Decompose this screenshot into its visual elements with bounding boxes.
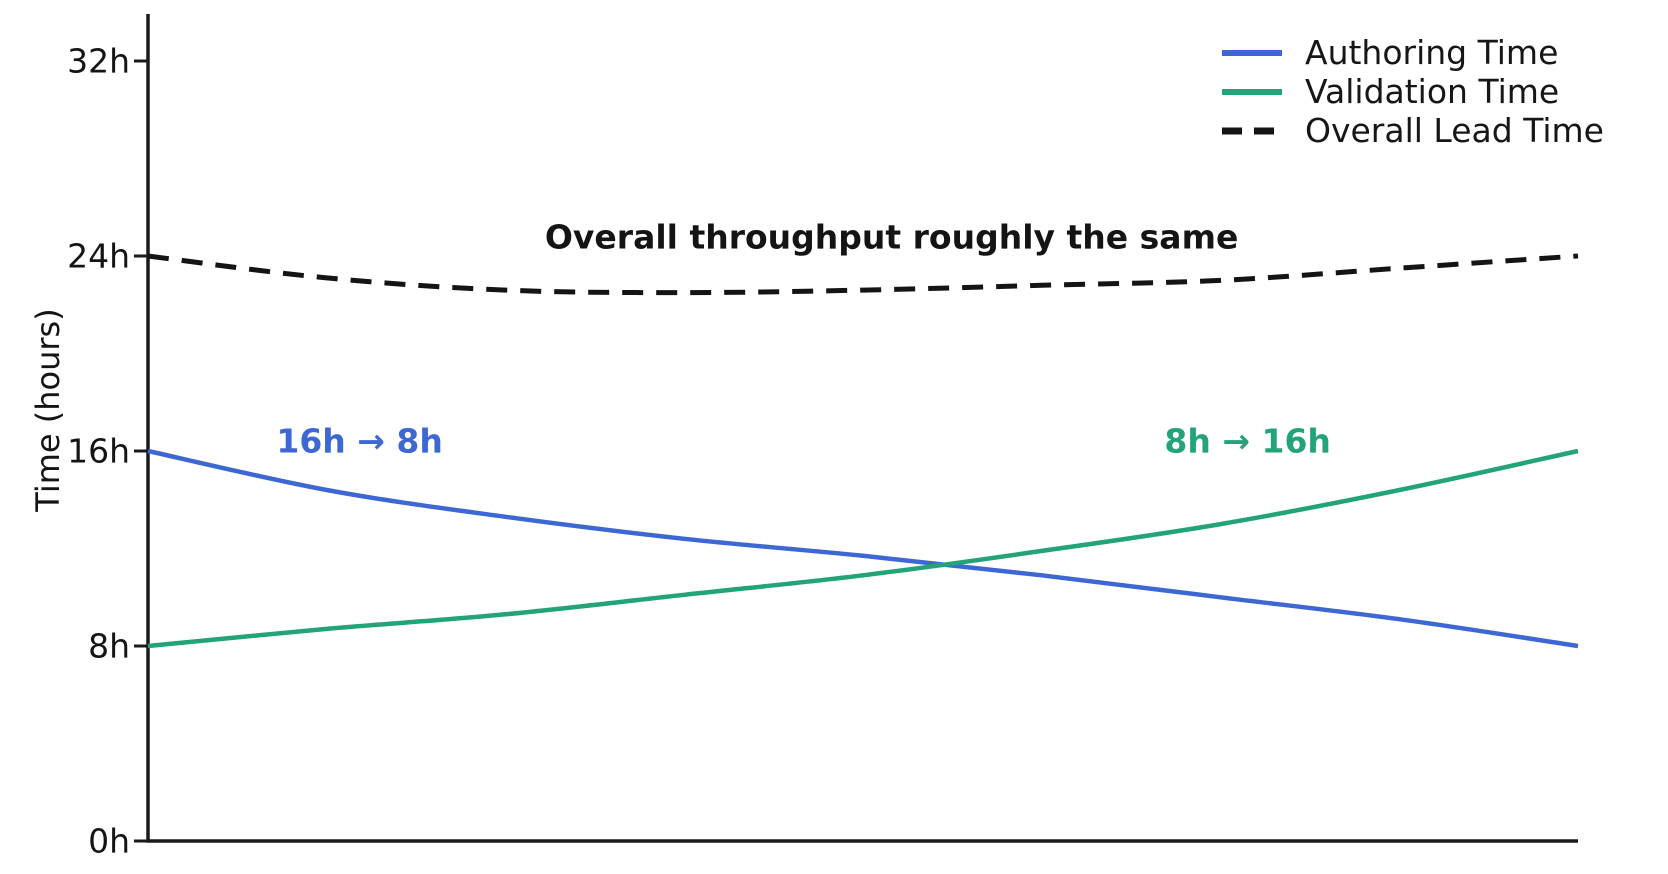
y-tick-label-0h: 0h xyxy=(88,821,130,861)
legend-label-authoring-time: Authoring Time xyxy=(1305,33,1559,72)
validation-time-line xyxy=(147,448,1579,649)
y-tick-label-8h: 8h xyxy=(88,626,130,666)
authoring-annotation: 16h → 8h xyxy=(276,421,443,461)
y-tick-label-32h: 32h xyxy=(67,41,130,81)
authoring-time-line xyxy=(147,448,1579,649)
legend-label-validation-time: Validation Time xyxy=(1305,72,1560,111)
overall-lead-time-line xyxy=(147,253,1579,296)
legend: Authoring Time Validation Time Overall L… xyxy=(1222,33,1604,150)
legend-item-authoring-time: Authoring Time xyxy=(1222,33,1604,72)
y-tick-label-24h: 24h xyxy=(67,236,130,276)
legend-item-validation-time: Validation Time xyxy=(1222,72,1604,111)
throughput-annotation: Overall throughput roughly the same xyxy=(544,217,1239,256)
legend-item-overall-lead-time: Overall Lead Time xyxy=(1222,111,1604,150)
legend-label-overall-lead-time: Overall Lead Time xyxy=(1305,111,1604,150)
validation-time-line-swatch-icon xyxy=(1222,88,1282,95)
authoring-time-line-swatch-icon xyxy=(1222,49,1282,56)
validation-annotation: 8h → 16h xyxy=(1164,421,1331,461)
y-axis-label: Time (hours) xyxy=(29,308,67,512)
overall-lead-time-dashed-swatch-icon xyxy=(1222,127,1282,134)
y-tick-label-16h: 16h xyxy=(67,431,130,471)
